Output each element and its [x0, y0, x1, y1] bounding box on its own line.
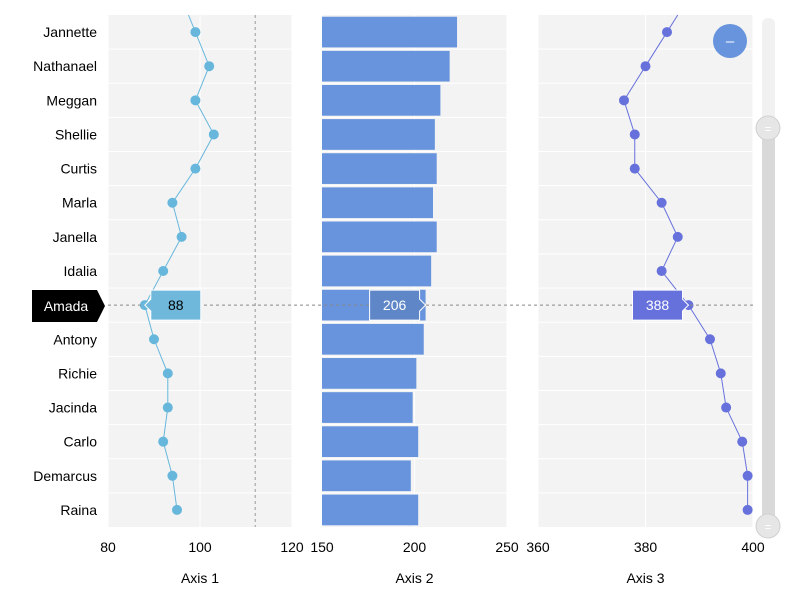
data-point[interactable]	[190, 27, 201, 38]
bar[interactable]	[322, 153, 437, 184]
axis-tick-label: 200	[403, 539, 427, 555]
bar[interactable]	[322, 323, 424, 355]
data-point[interactable]	[662, 27, 672, 38]
category-label: Curtis	[60, 161, 97, 177]
data-point[interactable]	[705, 334, 715, 345]
value-tooltip-label: 388	[646, 297, 670, 313]
data-point[interactable]	[640, 61, 651, 72]
series	[139, 14, 753, 526]
data-point[interactable]	[158, 266, 169, 276]
data-point[interactable]	[742, 504, 753, 515]
scrollbar-grip[interactable]: =	[755, 115, 781, 141]
cursor: Amada 88 206 388	[32, 289, 753, 322]
zoom-out-button[interactable]: –	[713, 24, 747, 58]
data-point[interactable]	[629, 163, 640, 174]
data-point[interactable]	[208, 129, 219, 140]
bar[interactable]	[322, 392, 413, 423]
value-tooltip: 388	[632, 289, 690, 321]
category-label: Demarcus	[33, 468, 97, 484]
category-tooltip-label: Amada	[44, 298, 89, 314]
data-point[interactable]	[162, 402, 173, 413]
axis-tick-label: 400	[741, 539, 765, 555]
value-tooltip-label: 88	[168, 297, 184, 313]
data-point[interactable]	[158, 436, 169, 447]
data-point[interactable]	[629, 129, 640, 140]
category-tooltip: Amada	[32, 290, 105, 322]
category-tooltip-box	[32, 290, 105, 322]
labels: Jannette Nathanael Meggan Shellie Curtis Marl…	[33, 24, 765, 586]
grip-icon: =	[764, 520, 771, 534]
axis-title: Axis 1	[181, 570, 219, 586]
data-point[interactable]	[672, 231, 683, 242]
bar[interactable]	[322, 187, 433, 219]
minus-icon: –	[726, 33, 735, 50]
grip-icon: =	[764, 122, 771, 136]
value-tooltip: 206	[369, 289, 427, 321]
data-point[interactable]	[167, 197, 178, 208]
data-point[interactable]	[176, 231, 187, 242]
bar[interactable]	[322, 221, 437, 253]
bar[interactable]	[322, 84, 441, 116]
data-point[interactable]	[656, 266, 667, 276]
data-point[interactable]	[167, 470, 178, 481]
scrollbar-thumb[interactable]	[762, 128, 775, 528]
category-label: Jacinda	[49, 400, 97, 416]
axis-title: Axis 2	[395, 570, 433, 586]
value-tooltip-label: 206	[383, 297, 407, 313]
data-point[interactable]	[190, 95, 201, 106]
data-point[interactable]	[742, 470, 753, 481]
zoom-out-button-bg[interactable]	[713, 24, 747, 58]
axis-tick-label: 80	[100, 539, 116, 555]
category-label: Carlo	[64, 434, 98, 450]
axis-tick-label: 360	[526, 539, 550, 555]
data-point[interactable]	[172, 504, 182, 515]
value-tooltip-box	[632, 289, 690, 321]
bar[interactable]	[322, 16, 458, 48]
bar[interactable]	[322, 358, 417, 389]
bar[interactable]	[322, 255, 432, 287]
data-point[interactable]	[204, 61, 215, 72]
data-point[interactable]	[149, 334, 159, 345]
data-point[interactable]	[737, 436, 748, 447]
category-label: Janella	[53, 229, 98, 245]
bar[interactable]	[322, 494, 419, 526]
bar[interactable]	[322, 50, 450, 82]
category-label: Antony	[53, 331, 97, 347]
data-point[interactable]	[721, 402, 732, 413]
category-label: Jannette	[43, 24, 97, 40]
series-line	[623, 14, 749, 510]
bar[interactable]	[322, 426, 419, 458]
series-line	[144, 14, 215, 510]
bar[interactable]	[322, 460, 411, 492]
data-point[interactable]	[715, 368, 726, 379]
data-point[interactable]	[162, 368, 173, 379]
category-label: Meggan	[46, 92, 97, 108]
data-point[interactable]	[619, 95, 629, 106]
value-tooltip-box	[369, 289, 427, 321]
value-tooltip-box	[144, 289, 202, 321]
category-label: Nathanael	[33, 58, 97, 74]
scrollbar-grip-handle[interactable]	[755, 115, 781, 141]
axis-tick-label: 120	[280, 539, 304, 555]
category-label: Marla	[62, 195, 97, 211]
controls[interactable]: –==	[713, 18, 781, 539]
axis-tick-label: 380	[634, 539, 658, 555]
scrollbar-grip[interactable]: =	[755, 513, 781, 539]
value-tooltip: 88	[144, 289, 202, 321]
data-point[interactable]	[190, 163, 201, 174]
category-label: Shellie	[55, 126, 97, 142]
axis-tick-label: 100	[188, 539, 212, 555]
vertical-scrollbar[interactable]: ==	[755, 18, 781, 539]
category-label: Idalia	[64, 263, 98, 279]
axis-title: Axis 3	[626, 570, 664, 586]
category-label: Richie	[58, 365, 97, 381]
scrollbar-grip-handle[interactable]	[755, 513, 781, 539]
data-point[interactable]	[656, 197, 667, 208]
axis-tick-label: 150	[310, 539, 334, 555]
category-label: Raina	[60, 502, 97, 518]
axis-tick-label: 250	[495, 539, 519, 555]
bar[interactable]	[322, 119, 435, 150]
